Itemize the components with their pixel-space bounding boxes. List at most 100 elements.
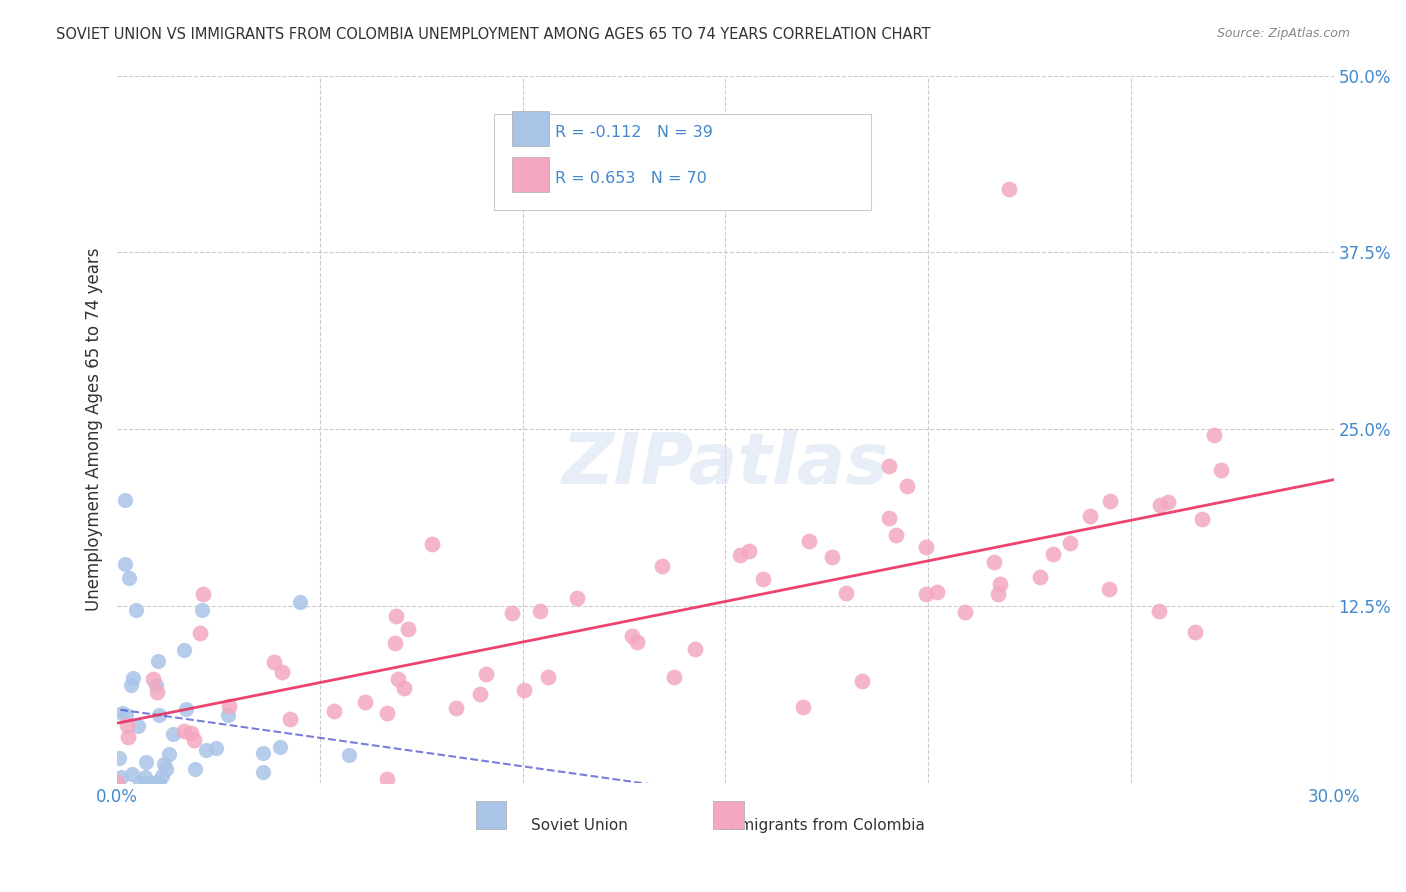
Point [121, 766, 143, 780]
Text: Source: ZipAtlas.com: Source: ZipAtlas.com [1216, 27, 1350, 40]
Point [252, 746, 274, 760]
Point [914, 540, 936, 554]
Point [953, 606, 976, 620]
Point [420, 537, 443, 551]
Point [752, 573, 775, 587]
Text: Immigrants from Colombia: Immigrants from Colombia [720, 819, 925, 833]
Point [987, 587, 1010, 601]
Point [501, 606, 523, 620]
Point [728, 548, 751, 562]
Point [188, 625, 211, 640]
Point [884, 528, 907, 542]
Text: R = 0.653   N = 70: R = 0.653 N = 70 [555, 168, 707, 183]
Point [183, 733, 205, 747]
Point [278, 712, 301, 726]
Text: R = -0.112   N = 39: R = -0.112 N = 39 [555, 125, 713, 140]
Point [468, 687, 491, 701]
Bar [513, 157, 548, 193]
Point [821, 549, 844, 564]
Point [148, 654, 170, 668]
Bar [513, 111, 548, 146]
Point [117, 731, 139, 745]
Point [145, 775, 167, 789]
Point [1029, 570, 1052, 584]
Point [537, 670, 560, 684]
Point [111, 706, 134, 720]
Point [110, 770, 132, 784]
Point [135, 755, 157, 769]
Text: R = 0.653   N = 70: R = 0.653 N = 70 [555, 171, 707, 186]
FancyBboxPatch shape [495, 114, 872, 210]
Point [375, 706, 398, 720]
Point [155, 763, 177, 777]
Point [877, 458, 900, 473]
Point [685, 641, 707, 656]
Point [150, 769, 173, 783]
Point [925, 584, 948, 599]
Point [114, 557, 136, 571]
Point [337, 747, 360, 762]
Point [191, 587, 214, 601]
Point [145, 677, 167, 691]
Point [205, 741, 228, 756]
Point [129, 776, 152, 790]
Point [146, 685, 169, 699]
Point [114, 493, 136, 508]
Point [797, 533, 820, 548]
Point [1059, 536, 1081, 550]
Point [148, 708, 170, 723]
Point [877, 510, 900, 524]
Point [385, 608, 408, 623]
Point [387, 673, 409, 687]
Point [1184, 625, 1206, 640]
Point [474, 667, 496, 681]
Point [162, 727, 184, 741]
Point [180, 725, 202, 739]
Point [217, 708, 239, 723]
Point [620, 630, 643, 644]
Point [567, 591, 589, 606]
Point [173, 642, 195, 657]
Point [792, 699, 814, 714]
Point [1042, 547, 1064, 561]
Point [120, 678, 142, 692]
Point [444, 701, 467, 715]
Point [651, 559, 673, 574]
Text: R = -0.112   N = 39: R = -0.112 N = 39 [555, 125, 713, 140]
Point [115, 717, 138, 731]
Point [134, 776, 156, 790]
Text: ZIPatlas: ZIPatlas [561, 430, 889, 500]
Point [190, 603, 212, 617]
Point [529, 604, 551, 618]
Point [1202, 428, 1225, 442]
Point [173, 724, 195, 739]
Point [323, 704, 346, 718]
Point [107, 751, 129, 765]
Point [1149, 498, 1171, 512]
Point [218, 699, 240, 714]
Point [851, 673, 873, 688]
Point [1099, 493, 1122, 508]
Point [269, 740, 291, 755]
Point [394, 681, 416, 695]
Point [153, 757, 176, 772]
Point [184, 763, 207, 777]
Point [105, 775, 128, 789]
Bar [713, 801, 744, 829]
Point [127, 719, 149, 733]
Point [252, 765, 274, 780]
Point [157, 747, 180, 762]
Point [998, 182, 1021, 196]
Point [118, 571, 141, 585]
Point [176, 702, 198, 716]
Point [384, 635, 406, 649]
Point [375, 772, 398, 786]
Point [125, 603, 148, 617]
Point [122, 671, 145, 685]
Point [983, 556, 1005, 570]
Point [195, 743, 218, 757]
Point [142, 776, 165, 790]
Point [148, 776, 170, 790]
Point [834, 586, 856, 600]
Point [738, 543, 761, 558]
